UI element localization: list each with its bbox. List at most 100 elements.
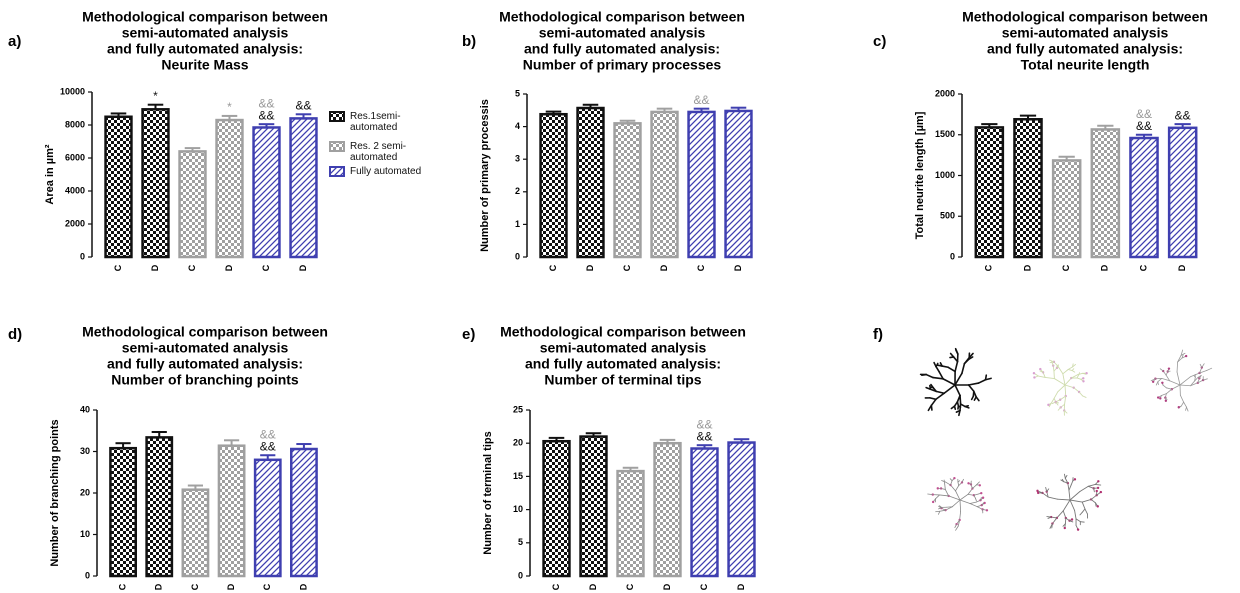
bar: [576, 106, 605, 259]
chart-title: semi-automated analysis: [540, 340, 707, 356]
x-tick-label: D: [585, 264, 595, 271]
chart-title: Neurite Mass: [161, 57, 248, 73]
chart-title: Methodological comparison between: [82, 324, 328, 340]
panel-label: e): [462, 326, 475, 343]
neuron-sketch: [1032, 359, 1088, 416]
y-tick-label: 5: [515, 88, 520, 98]
x-tick-label: D: [1177, 264, 1187, 271]
y-tick-label: 40: [80, 404, 90, 414]
x-tick-label: C: [551, 583, 561, 590]
significance-mark: &&: [693, 93, 709, 107]
y-tick-label: 0: [950, 251, 955, 261]
chart-title: Number of branching points: [111, 372, 299, 388]
panel-label: f): [873, 326, 883, 343]
significance-mark: &&: [260, 439, 276, 453]
y-tick-label: 10000: [60, 86, 85, 96]
y-tick-label: 4000: [65, 185, 85, 195]
x-tick-label: D: [662, 583, 672, 590]
y-tick-label: 4: [515, 121, 520, 131]
x-tick-label: C: [261, 264, 271, 271]
chart-title: and fully automated analysis:: [987, 41, 1183, 57]
y-tick-label: 2000: [65, 218, 85, 228]
y-tick-label: 10: [80, 529, 90, 539]
bar: [1129, 136, 1159, 259]
x-tick-label: C: [117, 583, 127, 590]
bar: [727, 441, 756, 578]
y-tick-label: 0: [85, 570, 90, 580]
bar: [253, 458, 282, 578]
y-tick-label: 5: [518, 537, 523, 547]
y-tick-label: 3: [515, 154, 520, 164]
y-tick-label: 15: [513, 471, 523, 481]
x-tick-label: C: [696, 264, 706, 271]
legend-label: Fully automated: [350, 166, 422, 177]
bar: [542, 439, 571, 578]
x-tick-label: D: [736, 583, 746, 590]
significance-mark: &&: [295, 98, 311, 112]
bar: [181, 488, 210, 578]
significance-mark: &&: [1136, 119, 1152, 133]
legend-label: Res. 2 semi-automated: [350, 141, 407, 163]
chart-title: Number of primary processes: [523, 57, 722, 73]
x-tick-label: C: [699, 583, 709, 590]
neuron-sketch: [1036, 473, 1103, 531]
chart-title: and fully automated analysis:: [525, 356, 721, 372]
x-tick-label: D: [298, 264, 308, 271]
x-tick-label: C: [113, 264, 123, 271]
significance-mark: &&: [1136, 107, 1152, 121]
neuron-sketch: [1150, 349, 1213, 412]
legend-swatch: [329, 141, 345, 152]
chart-title: semi-automated analysis: [122, 25, 289, 41]
significance-mark: &&: [696, 429, 712, 443]
y-tick-label: 2000: [935, 88, 955, 98]
significance-mark: &&: [1175, 108, 1191, 122]
bar: [252, 126, 281, 259]
significance-mark: *: [153, 89, 158, 103]
y-axis-label: Number of primary processis: [479, 99, 491, 252]
x-tick-label: D: [588, 583, 598, 590]
chart-title: Methodological comparison between: [962, 9, 1208, 25]
x-tick-label: D: [224, 264, 234, 271]
chart-title: semi-automated analysis: [539, 25, 706, 41]
y-axis-label: Total neurite length [µm]: [914, 111, 926, 239]
y-tick-label: 20: [513, 438, 523, 448]
bar: [290, 447, 318, 578]
y-tick-label: 1000: [935, 170, 955, 180]
y-tick-label: 0: [518, 570, 523, 580]
chart-title: semi-automated analysis: [122, 340, 289, 356]
bar: [653, 441, 682, 578]
bar: [650, 110, 679, 259]
bar: [217, 444, 246, 578]
x-tick-label: D: [150, 264, 160, 271]
y-tick-label: 1500: [935, 129, 955, 139]
legend-swatch: [329, 166, 345, 177]
bar: [215, 118, 244, 259]
x-tick-label: D: [659, 264, 669, 271]
x-tick-label: D: [1100, 264, 1110, 271]
chart-title: and fully automated analysis:: [524, 41, 720, 57]
x-tick-label: D: [298, 583, 308, 590]
bar: [1090, 128, 1121, 259]
y-tick-label: 25: [513, 404, 523, 414]
y-tick-label: 1: [515, 219, 520, 229]
x-tick-label: C: [548, 264, 558, 271]
bar: [145, 436, 174, 578]
x-tick-label: D: [1022, 264, 1032, 271]
chart-title: semi-automated analysis: [1002, 25, 1169, 41]
chart-title: Methodological comparison between: [500, 324, 746, 340]
y-tick-label: 500: [940, 211, 955, 221]
bar: [579, 435, 608, 578]
bar: [974, 126, 1005, 259]
bar: [613, 122, 642, 259]
y-tick-label: 8000: [65, 119, 85, 129]
x-tick-label: D: [154, 583, 164, 590]
chart-title: Total neurite length: [1021, 57, 1150, 73]
bar: [109, 446, 137, 578]
bar: [690, 447, 719, 578]
x-tick-label: C: [625, 583, 635, 590]
bar: [1051, 159, 1082, 259]
bar: [178, 150, 207, 259]
y-tick-label: 20: [80, 487, 90, 497]
x-tick-label: D: [226, 583, 236, 590]
